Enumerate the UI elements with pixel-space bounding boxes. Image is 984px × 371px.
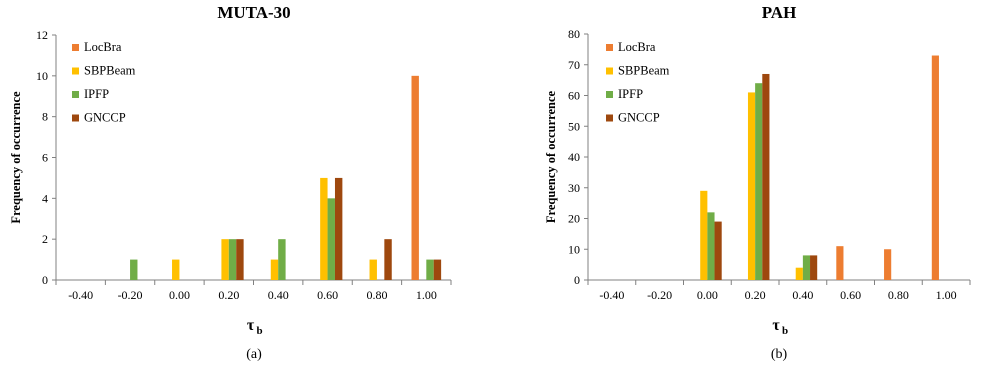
x-tick-label: -0.40	[68, 288, 93, 302]
legend-swatch-locbra	[606, 44, 613, 51]
x-axis-label: τ	[247, 317, 255, 334]
legend-swatch-locbra	[72, 44, 79, 51]
y-tick-label: 80	[568, 27, 580, 41]
figure-caption: (a)	[246, 347, 262, 362]
bar-gnccp-0.20	[762, 73, 770, 280]
legend-label-locbra: LocBra	[84, 40, 122, 54]
chart-title: PAH	[762, 3, 797, 22]
bar-sbpbeam-0.80	[369, 259, 377, 280]
y-axis-label: Frequency of occurrence	[9, 91, 23, 224]
x-tick-label: 0.20	[745, 288, 766, 302]
x-tick-label: 0.40	[792, 288, 813, 302]
bar-locbra-0.60	[836, 246, 844, 280]
y-tick-label: 10	[568, 242, 580, 256]
bar-sbpbeam-0.00	[700, 190, 708, 280]
legend-swatch-ipfp	[606, 91, 613, 98]
bar-ipfp-0.20	[755, 83, 763, 280]
y-tick-label: 40	[568, 150, 580, 164]
legend-label-ipfp: IPFP	[618, 87, 643, 101]
bar-ipfp-0.40	[802, 255, 811, 280]
y-tick-label: 6	[42, 151, 48, 165]
y-axis-label: Frequency of occurrence	[544, 90, 558, 223]
bar-gnccp-0.00	[714, 221, 722, 280]
legend-label-locbra: LocBra	[618, 40, 656, 54]
y-tick-label: 8	[42, 110, 48, 124]
x-tick-label: 0.60	[317, 288, 338, 302]
x-tick-label: 0.80	[888, 288, 909, 302]
legend-swatch-gnccp	[72, 114, 79, 122]
y-tick-label: 0	[42, 273, 48, 287]
legend-label-gnccp: GNCCP	[84, 111, 126, 125]
x-tick-label: 0.40	[268, 288, 289, 302]
legend-swatch-sbpbeam	[606, 67, 613, 75]
legend: LocBra SBPBeam IPFP GNCCP	[606, 40, 670, 125]
y-tick-label: 0	[574, 273, 580, 287]
x-axis-label-subscript: b	[782, 325, 788, 337]
y-tick-label: 60	[568, 89, 580, 103]
bar-sbpbeam-0.60	[320, 177, 328, 280]
y-tick-label: 20	[568, 212, 580, 226]
x-axis-label: τ	[772, 317, 780, 334]
bar-locbra-1.00	[931, 55, 939, 281]
chart-pah: PAH 0 10 20 30 40 50 60 70 80 -0.40 -0.20 0.00 0.20 0.…	[544, 3, 971, 362]
bar-ipfp--0.20	[130, 259, 138, 280]
x-tick-label: -0.20	[118, 288, 143, 302]
bar-gnccp-0.80	[384, 239, 392, 280]
bar-sbpbeam-0.20	[747, 92, 756, 280]
bar-ipfp-0.40	[278, 239, 286, 280]
bar-ipfp-1.00	[426, 259, 434, 280]
x-tick-label: 0.00	[169, 288, 190, 302]
x-tick-label: 1.00	[416, 288, 437, 302]
bar-gnccp-0.20	[236, 239, 244, 280]
bar-gnccp-0.40	[810, 255, 818, 280]
y-tick-label: 4	[42, 191, 48, 205]
x-tick-label: -0.20	[647, 288, 672, 302]
bar-gnccp-0.60	[334, 177, 343, 280]
y-tick-label: 70	[568, 58, 580, 72]
legend-label-ipfp: IPFP	[84, 87, 109, 101]
x-axis-label-subscript: b	[256, 325, 262, 337]
legend: LocBra SBPBeam IPFP GNCCP	[72, 40, 136, 125]
y-tick-label: 12	[36, 28, 48, 42]
chart-muta-30: MUTA-30 0 2 4 6 8 10 12 -0.40 -0.20 0.00 0.20 0.40 0.…	[9, 3, 452, 362]
y-tick-label: 30	[568, 181, 580, 195]
x-tick-label: 1.00	[936, 288, 957, 302]
legend-label-sbpbeam: SBPBeam	[84, 64, 136, 78]
y-tick-label: 10	[36, 69, 48, 83]
bar-locbra-0.80	[884, 249, 892, 280]
bar-ipfp-0.60	[327, 198, 335, 280]
chart-title: MUTA-30	[217, 3, 290, 22]
bar-gnccp-1.00	[433, 259, 442, 280]
bar-ipfp-0.20	[228, 239, 237, 280]
x-tick-label: 0.80	[366, 288, 387, 302]
legend-swatch-ipfp	[72, 91, 79, 98]
bar-locbra-1.00	[411, 75, 419, 280]
legend-label-gnccp: GNCCP	[618, 111, 660, 125]
bar-sbpbeam-0.40	[270, 259, 279, 280]
y-tick-label: 50	[568, 119, 580, 133]
bar-ipfp-0.00	[707, 212, 715, 280]
x-tick-label: 0.20	[218, 288, 239, 302]
y-tick-label: 2	[42, 232, 48, 246]
x-tick-label: 0.60	[840, 288, 861, 302]
legend-label-sbpbeam: SBPBeam	[618, 64, 670, 78]
figure-caption: (b)	[771, 347, 788, 362]
legend-swatch-sbpbeam	[72, 67, 79, 75]
bar-sbpbeam-0.40	[795, 267, 803, 280]
bar-sbpbeam-0.00	[172, 259, 180, 280]
bar-sbpbeam-0.20	[221, 239, 229, 280]
x-tick-label: 0.00	[697, 288, 718, 302]
x-tick-label: -0.40	[599, 288, 624, 302]
legend-swatch-gnccp	[606, 114, 613, 122]
